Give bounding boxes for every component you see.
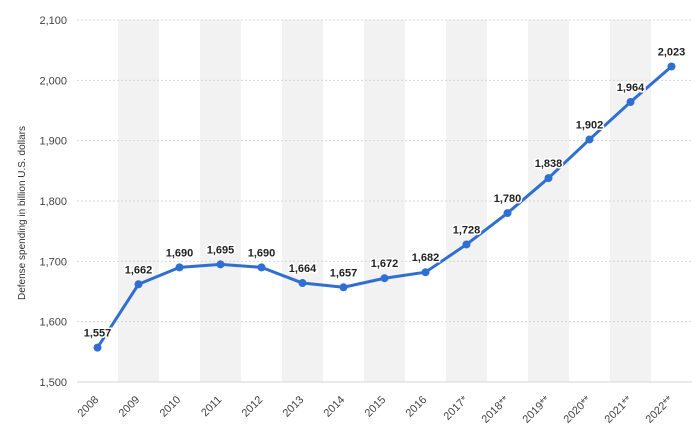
data-label: 1,728 — [453, 224, 481, 236]
data-label: 1,657 — [330, 267, 358, 279]
data-point — [298, 279, 307, 288]
data-point — [421, 268, 430, 277]
x-tick-label: 2022** — [644, 393, 676, 425]
data-label: 1,964 — [617, 82, 645, 94]
y-tick-label: 1,600 — [39, 317, 67, 329]
x-tick-label: 2009 — [117, 394, 143, 420]
x-tick-label: 2018** — [480, 393, 512, 425]
x-tick-label: 2014 — [322, 394, 348, 420]
y-tick-label: 2,000 — [39, 75, 67, 87]
data-point — [667, 62, 676, 71]
data-label: 1,902 — [576, 119, 604, 131]
data-point — [339, 283, 348, 292]
data-label: 1,690 — [166, 247, 194, 259]
x-tick-label: 2010 — [158, 394, 184, 420]
data-point — [175, 263, 184, 272]
x-tick-label: 2011 — [199, 394, 224, 419]
y-tick-label: 1,500 — [39, 377, 67, 389]
data-label: 1,662 — [125, 264, 153, 276]
data-label: 1,672 — [371, 258, 399, 270]
data-point — [134, 280, 143, 289]
data-label: 1,690 — [248, 247, 276, 259]
y-tick-label: 2,100 — [39, 15, 67, 27]
x-tick-label: 2017* — [442, 393, 471, 422]
y-tick-label: 1,800 — [39, 196, 67, 208]
data-label: 1,664 — [289, 263, 317, 275]
x-tick-label: 2019** — [521, 393, 553, 425]
data-point — [462, 240, 471, 249]
data-label: 1,682 — [412, 252, 440, 264]
data-point — [544, 174, 553, 183]
x-tick-label: 2015 — [363, 394, 389, 420]
x-tick-label: 2016 — [404, 394, 430, 420]
x-tick-label: 2013 — [281, 394, 307, 420]
data-point — [380, 274, 389, 283]
x-tick-label: 2021** — [603, 393, 635, 425]
x-tick-label: 2012 — [240, 394, 266, 420]
y-tick-label: 1,700 — [39, 256, 67, 268]
x-tick-label: 2008 — [76, 394, 102, 420]
data-point — [257, 263, 266, 272]
data-label: 1,695 — [207, 244, 235, 256]
data-label: 1,838 — [535, 158, 563, 170]
data-point — [503, 209, 512, 218]
data-label: 1,557 — [84, 328, 112, 340]
y-tick-label: 1,900 — [39, 136, 67, 148]
data-label: 1,780 — [494, 193, 522, 205]
y-axis-title: Defense spending in billion U.S. dollars — [17, 126, 28, 300]
data-point — [626, 98, 635, 107]
data-point — [585, 135, 594, 144]
data-point — [93, 343, 102, 352]
data-label: 2,023 — [658, 46, 686, 58]
x-tick-label: 2020** — [562, 393, 594, 425]
data-point — [216, 260, 225, 269]
